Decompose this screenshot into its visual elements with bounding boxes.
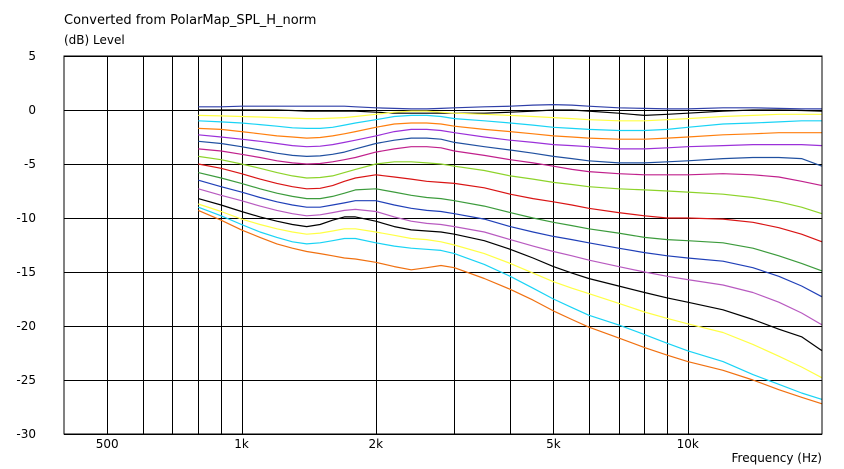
x-axis-label: Frequency (Hz) — [731, 451, 823, 465]
x-tick-label: 10k — [677, 437, 699, 451]
series-line — [198, 163, 823, 243]
chart-title: Converted from PolarMap_SPL_H_norm — [64, 13, 317, 28]
series-line — [198, 146, 823, 187]
x-tick-label: 5k — [546, 437, 561, 451]
y-tick-label: -15 — [16, 265, 36, 279]
y-tick-label: -10 — [16, 211, 36, 225]
x-tick-label: 500 — [96, 437, 119, 451]
series-line — [198, 128, 823, 150]
series-line — [198, 155, 823, 215]
y-axis-label: (dB) Level — [64, 33, 125, 47]
y-tick-label: -20 — [16, 319, 36, 333]
series-line — [198, 103, 822, 110]
x-tick-label: 1k — [234, 437, 249, 451]
tick-labels: 5 0 -5 -10 -15 -20 -25 -30 500 1k 2k 5k 10k — [16, 49, 698, 451]
plot-frame — [63, 55, 823, 435]
x-tick-label: 2k — [369, 437, 384, 451]
series-line — [198, 203, 823, 379]
series-line — [198, 122, 822, 140]
y-tick-label: 0 — [28, 103, 36, 117]
series-line — [198, 110, 822, 122]
series-line — [198, 188, 823, 326]
series-line — [198, 206, 823, 400]
series-lines — [198, 103, 823, 405]
y-tick-label: 5 — [28, 49, 36, 63]
series-line — [198, 209, 823, 405]
series-line — [198, 137, 823, 167]
y-tick-label: -25 — [16, 373, 36, 387]
series-line — [198, 114, 822, 132]
series-line — [198, 179, 823, 298]
series-line — [198, 198, 823, 352]
y-tick-label: -5 — [24, 157, 36, 171]
series-line — [198, 172, 823, 272]
y-tick-label: -30 — [16, 427, 36, 441]
